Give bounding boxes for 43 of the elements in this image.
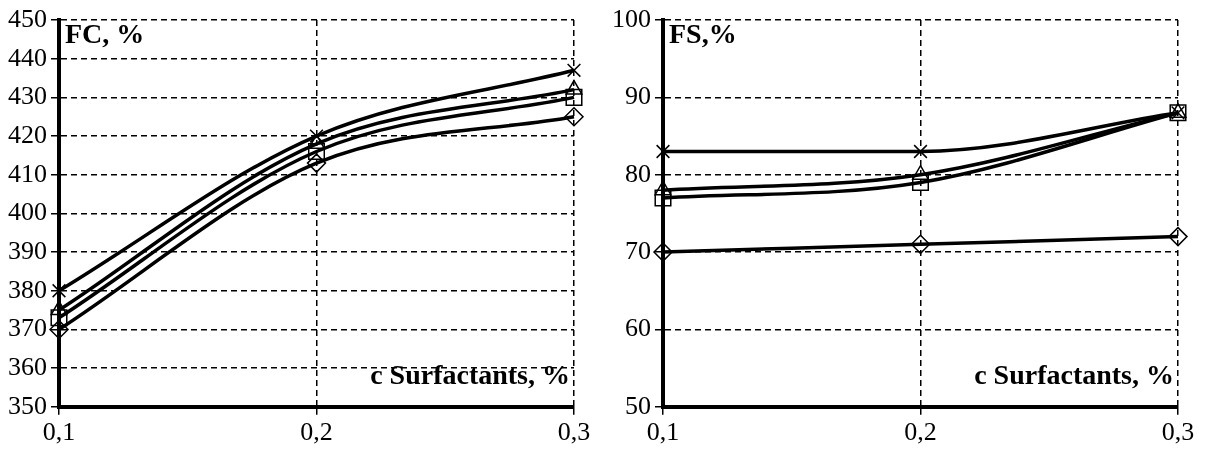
y-tick-label: 60 bbox=[625, 313, 651, 343]
point bbox=[566, 63, 582, 78]
y-tick-label: 430 bbox=[8, 81, 47, 111]
y-tick-label: 370 bbox=[8, 313, 47, 343]
point bbox=[913, 144, 928, 159]
x-tick-label: 0,1 bbox=[42, 417, 76, 447]
x-axis-title: c Surfactants, % bbox=[370, 359, 570, 391]
y-tick-label: 50 bbox=[625, 390, 651, 420]
y-tick-label: 380 bbox=[8, 274, 47, 304]
y-tick-label: 350 bbox=[8, 390, 47, 420]
y-tick-label: 100 bbox=[612, 3, 651, 33]
point bbox=[565, 88, 583, 106]
y-tick-label: 80 bbox=[625, 158, 651, 188]
point bbox=[653, 242, 673, 262]
point bbox=[51, 283, 67, 298]
point bbox=[911, 173, 930, 191]
point bbox=[50, 309, 68, 327]
point bbox=[655, 144, 671, 159]
y-tick-label: 420 bbox=[8, 119, 47, 149]
x-tick-label: 0,3 bbox=[1161, 417, 1195, 447]
y-tick-label: 410 bbox=[8, 158, 47, 188]
y-tick-label: 400 bbox=[8, 197, 47, 227]
x-tick-label: 0,3 bbox=[557, 417, 591, 447]
point bbox=[49, 319, 69, 340]
point bbox=[910, 234, 931, 255]
x-tick-label: 0,2 bbox=[300, 417, 333, 447]
y-tick-label: 70 bbox=[625, 235, 651, 265]
point bbox=[1168, 226, 1188, 247]
y-axis-title: FS,% bbox=[669, 18, 737, 50]
y-tick-label: 450 bbox=[8, 3, 47, 33]
point bbox=[564, 106, 584, 127]
y-tick-label: 360 bbox=[8, 351, 47, 381]
y-tick-label: 440 bbox=[8, 42, 47, 72]
point bbox=[306, 153, 327, 173]
point bbox=[654, 189, 672, 207]
y-axis-title: FC, % bbox=[65, 18, 145, 50]
y-tick-label: 390 bbox=[8, 235, 47, 265]
y-tick-label: 90 bbox=[625, 81, 651, 111]
point bbox=[307, 142, 326, 161]
x-axis-title: c Surfactants, % bbox=[974, 359, 1174, 391]
x-tick-label: 0,1 bbox=[646, 417, 680, 447]
x-tick-label: 0,2 bbox=[904, 417, 937, 447]
point bbox=[309, 128, 324, 144]
